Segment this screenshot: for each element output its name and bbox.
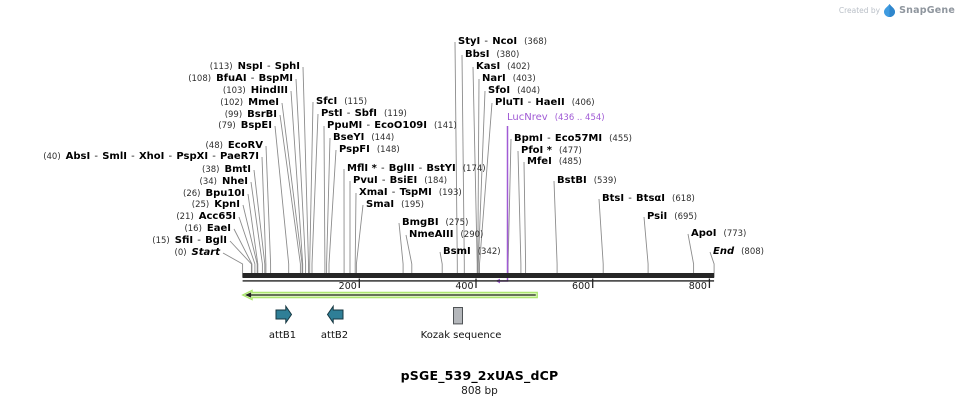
plasmid-length: 808 bp [461, 385, 498, 397]
enzyme-leader-line [311, 113, 319, 278]
enzyme-leader-line [687, 233, 695, 278]
enzyme-leader-line [709, 251, 715, 278]
feature-label-attb1[interactable]: attB1 [268, 330, 297, 341]
enzyme-label-mfei[interactable]: MfeI (485) [527, 156, 582, 167]
enzyme-label-bfuai[interactable]: (108) BfuAI - BspMI [188, 73, 293, 84]
enzyme-leader-line [222, 252, 244, 278]
feature-label-attb2[interactable]: attB2 [320, 330, 349, 341]
enzyme-label-bmgbi[interactable]: BmgBI (275) [402, 217, 469, 228]
feature-arrow-attb2[interactable] [326, 304, 344, 325]
enzyme-leader-line [507, 138, 512, 278]
enzyme-label-bpmi[interactable]: BpmI - Eco57MI (455) [514, 133, 632, 144]
enzyme-label-hindiii[interactable]: (103) HindIII [222, 85, 288, 96]
enzyme-leader-line [517, 150, 522, 278]
ruler-tick-label: 600 [572, 281, 590, 292]
enzyme-label-end[interactable]: End (808) [713, 246, 764, 257]
enzyme-label-xmai[interactable]: XmaI - TspMI (193) [359, 187, 462, 198]
sequence-baseline [242, 280, 715, 282]
ruler-tick-label: 400 [455, 281, 473, 292]
enzyme-label-styi[interactable]: StyI - NcoI (368) [458, 36, 547, 47]
enzyme-label-bseyi[interactable]: BseYI (144) [333, 132, 395, 143]
brand-text: SnapGene [899, 5, 955, 16]
enzyme-leader-line [274, 125, 290, 278]
feature-arrowhead-icon [245, 292, 252, 298]
title-block: pSGE_539_2xUAS_dCP 808 bp [0, 368, 959, 397]
enzyme-leader-line [290, 90, 304, 278]
plasmid-title: pSGE_539_2xUAS_dCP [400, 368, 559, 383]
feature-label-kozak-sequence[interactable]: Kozak sequence [420, 330, 502, 341]
branding: Created by SnapGene [839, 4, 955, 17]
enzyme-leader-line [523, 161, 527, 278]
enzyme-label-kpni[interactable]: (25) KpnI [191, 199, 240, 210]
enzyme-label-bbsi[interactable]: BbsI (380) [465, 49, 520, 60]
enzyme-leader-line [553, 180, 558, 278]
snapgene-logo-icon [884, 4, 896, 17]
enzyme-leader-line [598, 198, 604, 278]
enzyme-label-pspfi[interactable]: PspFI (148) [339, 144, 400, 155]
enzyme-label-psii[interactable]: PsiI (695) [647, 211, 698, 222]
ruler-tick-label: 200 [339, 281, 357, 292]
enzyme-label-mfli[interactable]: MflI * - BglII - BstYI (174) [347, 163, 486, 174]
enzyme-label-btsi[interactable]: BtsI - BtsαI (618) [602, 193, 695, 204]
primer-line[interactable] [497, 126, 509, 282]
enzyme-label-bstbi[interactable]: BstBI (539) [557, 175, 617, 186]
enzyme-label-kasi[interactable]: KasI (402) [476, 61, 531, 72]
enzyme-leader-line [229, 240, 252, 278]
enzyme-label-acc65i[interactable]: (21) Acc65I [176, 211, 236, 222]
enzyme-leader-line [328, 149, 337, 278]
enzyme-label-bsrbi[interactable]: (99) BsrBI [224, 109, 277, 120]
enzyme-leader-line [405, 234, 413, 278]
enzyme-leader-line [398, 222, 404, 278]
ruler-tick-label: 800 [689, 281, 707, 292]
enzyme-leader-line [323, 125, 326, 278]
enzyme-leader-line [355, 204, 364, 278]
created-by-text: Created by [838, 6, 881, 15]
enzyme-label-bsmi[interactable]: BsmI (342) [443, 246, 501, 257]
enzyme-label-absi[interactable]: (40) AbsI - SmlI - XhoI - PspXI - PaeR7I [43, 151, 259, 162]
enzyme-label-apoi[interactable]: ApoI (773) [691, 228, 747, 239]
enzyme-label-start[interactable]: (0) Start [174, 247, 221, 258]
enzyme-label-pfoi[interactable]: PfoI * (477) [521, 145, 582, 156]
enzyme-label-ppumi[interactable]: PpuMI - EcoO109I (141) [327, 120, 457, 131]
enzyme-label-sfii[interactable]: (15) SfiI - BglI [152, 235, 227, 246]
enzyme-label-smai[interactable]: SmaI (195) [366, 199, 424, 210]
enzyme-leader-line [643, 216, 649, 278]
feature-box-kozak-sequence[interactable] [453, 307, 463, 325]
enzyme-label-pvui[interactable]: PvuI - BsiEI (184) [353, 175, 448, 186]
enzyme-label-psti[interactable]: PstI - SbfI (119) [321, 108, 407, 119]
primer-label-lucnrev[interactable]: LucNrev (436 .. 454) [507, 112, 605, 123]
enzyme-label-nari[interactable]: NarI (403) [482, 73, 536, 84]
enzyme-label-bmti[interactable]: (38) BmtI [202, 164, 251, 175]
feature-arrow-attb1[interactable] [275, 304, 293, 325]
enzyme-label-nspi[interactable]: (113) NspI - SphI [209, 61, 300, 72]
enzyme-leader-line [354, 192, 357, 278]
enzyme-label-sfci[interactable]: SfcI (115) [316, 96, 368, 107]
enzyme-label-bpu10i[interactable]: (26) Bpu10I [183, 188, 245, 199]
enzyme-leader-line [247, 193, 259, 278]
sequence-bar [242, 273, 715, 278]
enzyme-label-nhei[interactable]: (34) NheI [199, 176, 248, 187]
enzyme-leader-line [302, 66, 309, 278]
enzyme-leader-line [279, 114, 301, 278]
enzyme-label-bspei[interactable]: (79) BspEI [218, 120, 272, 131]
enzyme-label-sfoi[interactable]: SfoI (404) [488, 85, 541, 96]
enzyme-leader-line [265, 145, 272, 278]
enzyme-label-ecorv[interactable]: (48) EcoRV [205, 140, 263, 151]
enzyme-label-nmeaiii[interactable]: NmeAIII (290) [409, 229, 484, 240]
enzyme-label-mmei[interactable]: (102) MmeI [220, 97, 279, 108]
enzyme-leader-line [454, 41, 458, 278]
enzyme-label-eaei[interactable]: (16) EaeI [184, 223, 231, 234]
enzyme-label-pluti[interactable]: PluTI - HaeII (406) [495, 97, 595, 108]
